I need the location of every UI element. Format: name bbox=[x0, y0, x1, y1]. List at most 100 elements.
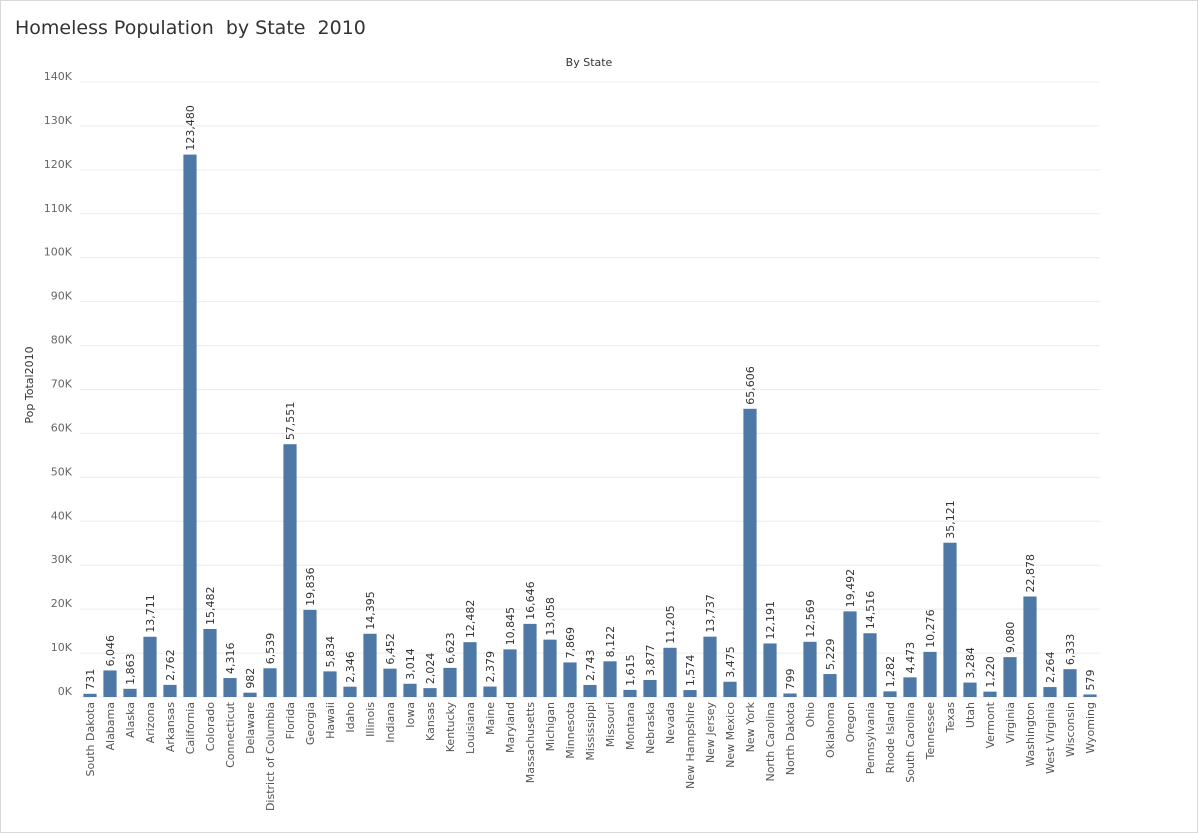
x-tick-label: Maryland bbox=[504, 702, 517, 753]
bar[interactable] bbox=[923, 651, 937, 697]
y-tick-label: 50K bbox=[51, 465, 73, 478]
x-tick-label: Illinois bbox=[364, 702, 377, 737]
bar-value-label: 16,646 bbox=[524, 581, 537, 620]
x-tick-label: Michigan bbox=[544, 702, 557, 751]
bar[interactable] bbox=[983, 691, 997, 697]
bar-value-label: 8,122 bbox=[604, 626, 617, 658]
bar[interactable] bbox=[223, 678, 237, 697]
bar[interactable] bbox=[1083, 694, 1097, 697]
bar[interactable] bbox=[203, 628, 217, 697]
bar[interactable] bbox=[143, 636, 157, 697]
x-tick-label: Tennessee bbox=[924, 702, 937, 761]
x-tick-label: Washington bbox=[1024, 702, 1037, 767]
x-tick-label: New Mexico bbox=[724, 702, 737, 768]
bar[interactable] bbox=[383, 668, 397, 697]
x-tick-label: Montana bbox=[624, 702, 637, 750]
bar[interactable] bbox=[183, 154, 197, 697]
bar[interactable] bbox=[343, 686, 357, 697]
bar[interactable] bbox=[563, 662, 577, 697]
x-tick-label: Connecticut bbox=[224, 701, 237, 768]
y-tick-label: 110K bbox=[44, 202, 73, 215]
bar[interactable] bbox=[943, 542, 957, 697]
bar[interactable] bbox=[543, 639, 557, 697]
bar-value-label: 12,482 bbox=[464, 600, 477, 639]
bar[interactable] bbox=[883, 691, 897, 697]
bar[interactable] bbox=[263, 668, 277, 697]
bar-value-label: 3,475 bbox=[724, 646, 737, 678]
bar-value-label: 731 bbox=[84, 669, 97, 690]
bar[interactable] bbox=[683, 690, 697, 697]
bar-value-label: 65,606 bbox=[744, 366, 757, 405]
bars bbox=[83, 154, 1097, 697]
bar[interactable] bbox=[503, 649, 517, 697]
x-tick-label: New Hampshire bbox=[684, 702, 697, 789]
bar[interactable] bbox=[823, 674, 837, 697]
bar[interactable] bbox=[283, 444, 297, 697]
bar-value-label: 19,836 bbox=[304, 567, 317, 606]
bar-value-label: 14,516 bbox=[864, 591, 877, 630]
bar[interactable] bbox=[623, 689, 637, 697]
x-tick-label: Delaware bbox=[244, 702, 257, 754]
bar[interactable] bbox=[643, 679, 657, 697]
x-tick-label: Alaska bbox=[124, 702, 137, 738]
bar[interactable] bbox=[783, 693, 797, 697]
x-tick-label: Oklahoma bbox=[824, 702, 837, 758]
bar-value-label: 22,878 bbox=[1024, 554, 1037, 593]
bar[interactable] bbox=[763, 643, 777, 697]
y-tick-label: 0K bbox=[58, 685, 73, 698]
bar[interactable] bbox=[723, 681, 737, 697]
bar[interactable] bbox=[523, 623, 537, 697]
bar[interactable] bbox=[703, 636, 717, 697]
y-axis-label: Pop Total2010 bbox=[23, 346, 36, 423]
bar-value-label: 11,205 bbox=[664, 605, 677, 644]
bar[interactable] bbox=[903, 677, 917, 697]
bar[interactable] bbox=[83, 693, 97, 697]
bar[interactable] bbox=[963, 682, 977, 697]
bar[interactable] bbox=[243, 692, 257, 697]
bar[interactable] bbox=[463, 642, 477, 697]
x-tick-label: New Jersey bbox=[704, 702, 717, 764]
bar[interactable] bbox=[323, 671, 337, 697]
bar[interactable] bbox=[403, 683, 417, 697]
bar-value-label: 579 bbox=[1084, 669, 1097, 690]
bar[interactable] bbox=[1023, 596, 1037, 697]
bar[interactable] bbox=[1003, 657, 1017, 697]
x-tick-label: Wisconsin bbox=[1064, 702, 1077, 757]
bar[interactable] bbox=[743, 408, 757, 697]
bar-value-label: 9,080 bbox=[1004, 622, 1017, 654]
bar[interactable] bbox=[483, 686, 497, 697]
bar-value-label: 2,024 bbox=[424, 653, 437, 685]
bar[interactable] bbox=[443, 667, 457, 697]
y-tick-label: 60K bbox=[51, 421, 73, 434]
bar-value-label: 4,316 bbox=[224, 643, 237, 675]
x-tick-label: Massachusetts bbox=[524, 702, 537, 784]
bar-value-label: 13,711 bbox=[144, 594, 157, 633]
bar[interactable] bbox=[163, 684, 177, 697]
bar-value-label: 6,452 bbox=[384, 633, 397, 665]
bar[interactable] bbox=[363, 633, 377, 697]
bar[interactable] bbox=[843, 611, 857, 697]
bar[interactable] bbox=[583, 684, 597, 697]
y-axis-ticks: 0K 10K 20K 30K 40K 50K 60K 70K 80K 90K 100K 110K 120… bbox=[44, 70, 73, 698]
chart-title: Homeless Population by State 2010 bbox=[15, 17, 366, 39]
x-tick-label: South Dakota bbox=[84, 702, 97, 776]
x-tick-label: California bbox=[184, 702, 197, 754]
bar-value-label: 982 bbox=[244, 668, 257, 689]
bar-value-label: 13,058 bbox=[544, 597, 557, 636]
bar[interactable] bbox=[663, 647, 677, 697]
bar[interactable] bbox=[123, 688, 137, 697]
bar[interactable] bbox=[863, 633, 877, 697]
bar-value-label: 12,191 bbox=[764, 601, 777, 640]
x-tick-label: Hawaii bbox=[324, 702, 337, 739]
x-tick-label: Ohio bbox=[804, 702, 817, 728]
bar[interactable] bbox=[103, 670, 117, 697]
bar[interactable] bbox=[1043, 687, 1057, 697]
bar[interactable] bbox=[603, 661, 617, 697]
bar[interactable] bbox=[803, 641, 817, 697]
bar[interactable] bbox=[423, 688, 437, 697]
bar-value-label: 1,863 bbox=[124, 653, 137, 685]
bar[interactable] bbox=[303, 609, 317, 697]
x-tick-label: Florida bbox=[284, 702, 297, 739]
bar[interactable] bbox=[1063, 669, 1077, 697]
